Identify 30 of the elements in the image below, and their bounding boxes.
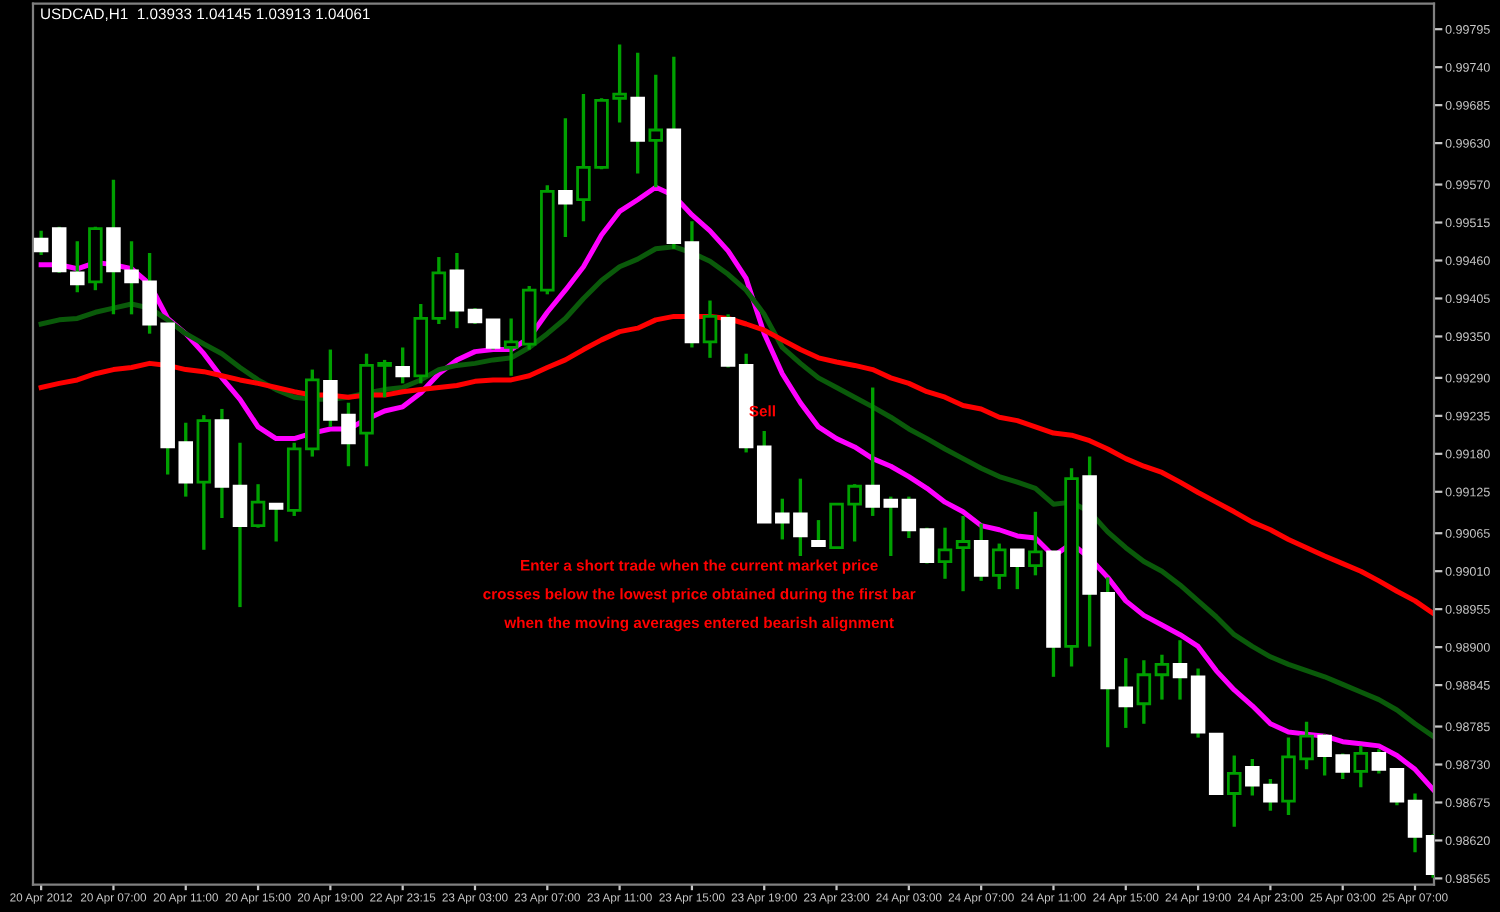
candlestick <box>232 441 248 609</box>
candlestick <box>449 251 465 330</box>
candlestick <box>1407 791 1423 854</box>
candlestick <box>901 494 917 540</box>
candlestick <box>503 316 519 378</box>
candlestick <box>485 318 501 352</box>
candlestick <box>1389 767 1405 807</box>
candlestick <box>720 312 736 370</box>
candlestick <box>268 502 284 544</box>
candlestick <box>51 224 67 275</box>
candlestick <box>1118 656 1134 730</box>
candlestick <box>648 73 664 189</box>
candlestick <box>883 494 899 558</box>
candlestick <box>431 255 447 326</box>
candlestick <box>991 541 1007 591</box>
line-series <box>38 313 1434 616</box>
candlestick <box>973 521 989 583</box>
candlestick <box>1154 653 1170 702</box>
candlestick <box>250 482 266 530</box>
candlestick <box>1172 638 1188 702</box>
candlestick <box>955 514 971 593</box>
candlestick <box>1226 753 1242 829</box>
candlestick <box>1136 658 1152 726</box>
candlestick <box>1371 747 1387 776</box>
candlestick <box>919 526 935 566</box>
candlestick <box>33 229 49 257</box>
candlestick <box>1353 744 1369 789</box>
candlestick <box>702 298 718 360</box>
candlestick <box>1028 510 1043 577</box>
candlestick <box>937 526 953 581</box>
